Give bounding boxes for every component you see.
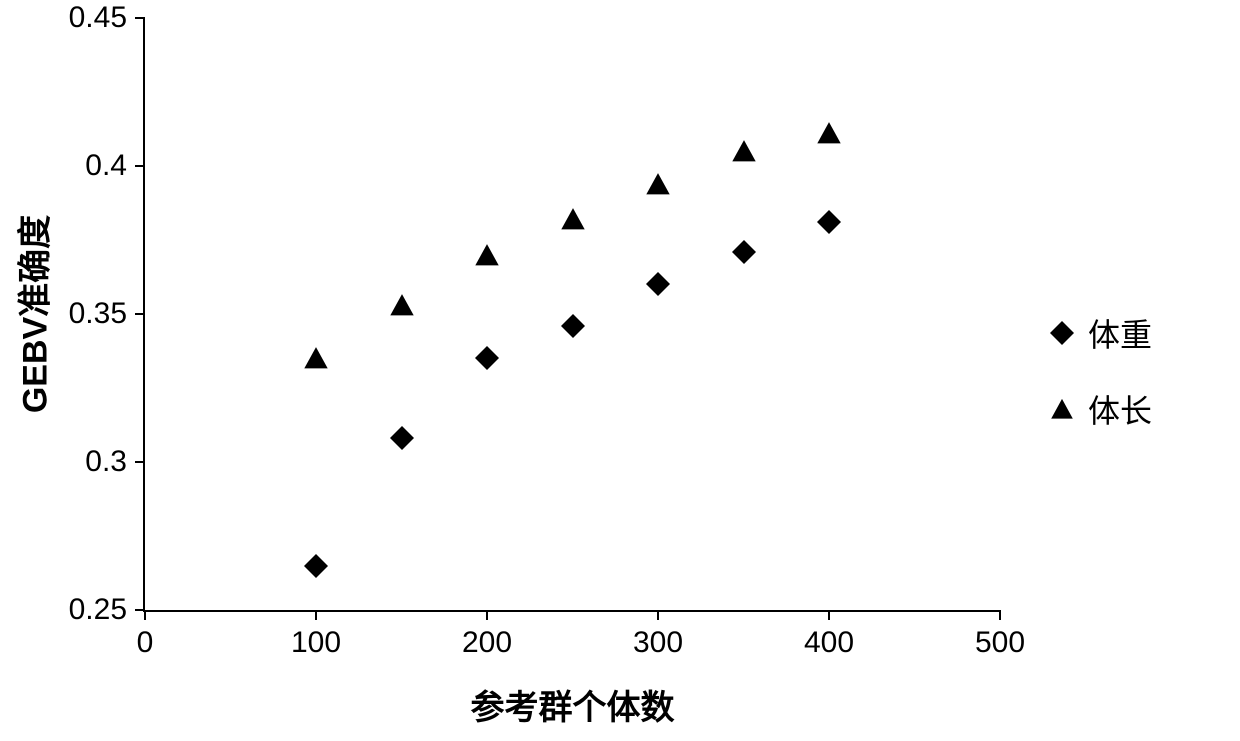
x-tick bbox=[999, 610, 1001, 620]
data-point-length bbox=[474, 242, 500, 268]
data-point-weight bbox=[561, 314, 585, 338]
y-tick bbox=[135, 17, 145, 19]
x-axis-title: 参考群个体数 bbox=[471, 680, 675, 729]
x-tick bbox=[144, 610, 146, 620]
x-tick-label: 500 bbox=[975, 626, 1025, 660]
y-axis-line bbox=[143, 18, 145, 612]
y-tick bbox=[135, 313, 145, 315]
x-tick-label: 400 bbox=[804, 626, 854, 660]
x-tick-label: 300 bbox=[633, 626, 683, 660]
legend-item-length: 体长 bbox=[1050, 386, 1152, 432]
data-point-weight bbox=[817, 210, 841, 234]
x-axis-line bbox=[143, 610, 1000, 612]
legend-label: 体长 bbox=[1088, 386, 1152, 432]
y-tick-label: 0.3 bbox=[85, 445, 127, 479]
legend: 体重体长 bbox=[1050, 310, 1152, 462]
data-point-length bbox=[303, 345, 329, 371]
data-point-length bbox=[816, 120, 842, 146]
diamond-icon bbox=[1050, 321, 1074, 345]
y-tick-label: 0.25 bbox=[69, 593, 127, 627]
x-tick-label: 200 bbox=[462, 626, 512, 660]
data-point-weight bbox=[475, 346, 499, 370]
x-tick bbox=[657, 610, 659, 620]
y-tick-label: 0.35 bbox=[69, 297, 127, 331]
x-tick-label: 100 bbox=[291, 626, 341, 660]
y-tick bbox=[135, 461, 145, 463]
y-tick-label: 0.45 bbox=[69, 1, 127, 35]
legend-item-weight: 体重 bbox=[1050, 310, 1152, 356]
scatter-chart: 参考群个体数 GEBV准确度 体重体长 0 100 200 300 400 500 0.25… bbox=[0, 0, 1240, 741]
x-tick bbox=[486, 610, 488, 620]
legend-label: 体重 bbox=[1088, 310, 1152, 356]
data-point-weight bbox=[646, 272, 670, 296]
x-tick bbox=[828, 610, 830, 620]
x-tick bbox=[315, 610, 317, 620]
triangle-icon bbox=[1050, 397, 1074, 421]
data-point-weight bbox=[304, 554, 328, 578]
data-point-weight bbox=[732, 240, 756, 264]
x-tick-label: 0 bbox=[137, 626, 154, 660]
data-point-length bbox=[731, 138, 757, 164]
y-tick-label: 0.4 bbox=[85, 149, 127, 183]
y-tick bbox=[135, 609, 145, 611]
data-point-length bbox=[645, 171, 671, 197]
data-point-length bbox=[389, 292, 415, 318]
data-point-weight bbox=[390, 426, 414, 450]
y-axis-title: GEBV准确度 bbox=[8, 215, 57, 413]
y-tick bbox=[135, 165, 145, 167]
data-point-length bbox=[560, 206, 586, 232]
